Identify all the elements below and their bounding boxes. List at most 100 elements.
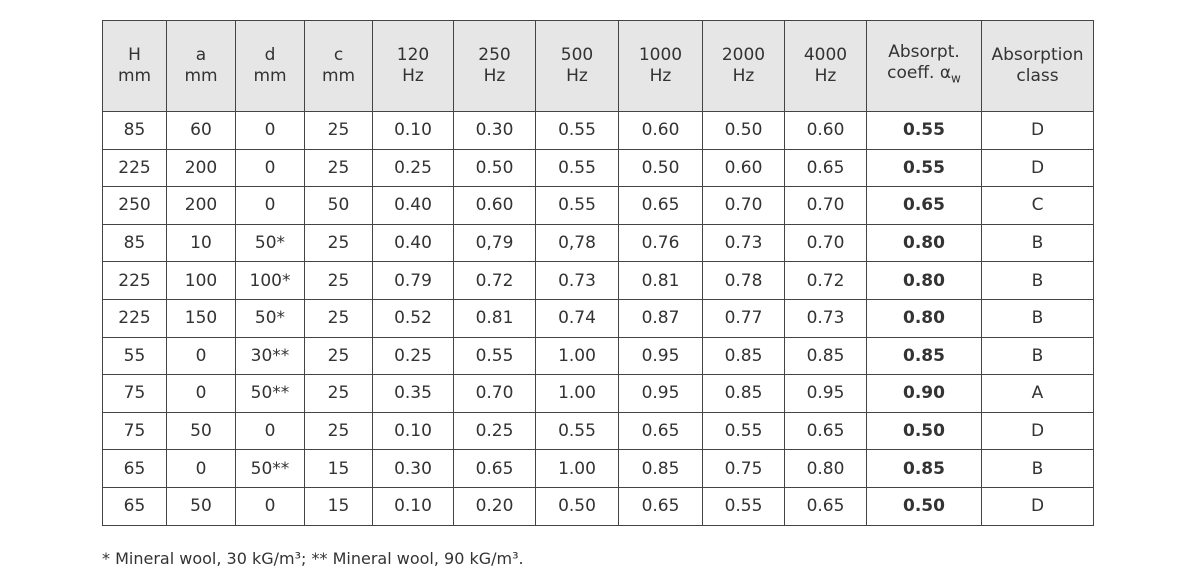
table-cell: 0.55: [535, 148, 619, 188]
table-cell: 225: [102, 298, 167, 338]
table-cell: 0.50: [866, 486, 982, 526]
table-cell: 25: [304, 374, 373, 413]
table-cell: 0: [235, 111, 305, 150]
table-cell: 25: [304, 411, 373, 451]
header-cell: 1000 Hz: [618, 20, 703, 112]
table-cell: 0.72: [453, 261, 536, 300]
table-row: 225 100 100* 25 0.79 0.72 0.73 0.81 0.78 0.72 0.80…: [102, 261, 1094, 300]
header-top: d: [264, 45, 276, 65]
table-cell: B: [981, 336, 1094, 376]
table-cell: 1.00: [535, 336, 619, 376]
table-cell: 0.77: [702, 298, 785, 338]
table-cell: B: [981, 298, 1094, 338]
table-cell: 0.70: [784, 186, 867, 225]
table-cell: 0.85: [784, 336, 867, 376]
table-cell: 0.50: [535, 486, 619, 526]
table-cell: B: [981, 449, 1094, 488]
table-cell: 25: [304, 223, 373, 263]
table-cell: 0.35: [372, 374, 454, 413]
table-cell: C: [981, 186, 1094, 225]
table-cell: 0.60: [784, 111, 867, 150]
table-row: 250 200 0 50 0.40 0.60 0.55 0.65 0.70 0.70 0.65 C: [102, 186, 1094, 225]
table-cell: 0: [166, 374, 236, 413]
table-cell: 50: [304, 186, 373, 225]
header-top: Absorption: [991, 45, 1084, 65]
table-cell: 65: [102, 449, 167, 488]
header-top: 1000: [638, 45, 683, 65]
header-top: 2000: [721, 45, 766, 65]
table-cell: 50*: [235, 298, 305, 338]
table-cell: D: [981, 111, 1094, 150]
table-cell: 0.85: [866, 336, 982, 376]
header-cell: 4000 Hz: [784, 20, 867, 112]
table-cell: 0.70: [784, 223, 867, 263]
table-cell: 25: [304, 111, 373, 150]
table-cell: 0.30: [453, 111, 536, 150]
table-cell: D: [981, 148, 1094, 188]
table-cell: 0.79: [372, 261, 454, 300]
table-cell: 0.52: [372, 298, 454, 338]
table-cell: 75: [102, 411, 167, 451]
header-bottom: coeff. α: [887, 63, 952, 84]
header-bottom: Hz: [814, 66, 837, 86]
header-cell: a mm: [166, 20, 236, 112]
table-cell: 85: [102, 223, 167, 263]
header-top: c: [333, 45, 344, 65]
table-cell: 30**: [235, 336, 305, 376]
table-cell: 0.25: [372, 336, 454, 376]
table-cell: 0.65: [618, 186, 703, 225]
table-cell: 10: [166, 223, 236, 263]
header-bottom: class: [1016, 66, 1059, 86]
table-cell: 0.25: [372, 148, 454, 188]
table-cell: 0.60: [702, 148, 785, 188]
table-cell: 0.65: [453, 449, 536, 488]
table-cell: 0.76: [618, 223, 703, 263]
table-cell: 0.73: [535, 261, 619, 300]
header-top: H: [128, 45, 141, 65]
table-cell: 0.40: [372, 223, 454, 263]
header-bottom: Hz: [483, 66, 506, 86]
header-bottom: mm: [117, 66, 152, 86]
table-cell: D: [981, 411, 1094, 451]
table-cell: 0,79: [453, 223, 536, 263]
table-cell: 50**: [235, 374, 305, 413]
table-cell: 0.80: [866, 261, 982, 300]
table-cell: 0.65: [784, 148, 867, 188]
table-cell: 0.85: [866, 449, 982, 488]
header-bottom: mm: [253, 66, 287, 86]
table-cell: 0.75: [702, 449, 785, 488]
header-bottom: Hz: [649, 66, 672, 86]
table-row: 225 150 50* 25 0.52 0.81 0.74 0.87 0.77 0.73 0.80 B: [102, 298, 1094, 338]
table-cell: 0.80: [866, 298, 982, 338]
table-cell: 100: [166, 261, 236, 300]
header-top: a: [195, 45, 207, 65]
table-cell: 0: [166, 336, 236, 376]
table-cell: 25: [304, 298, 373, 338]
table-cell: 0.80: [784, 449, 867, 488]
table-cell: 225: [102, 148, 167, 188]
table-cell: 0.10: [372, 411, 454, 451]
header-cell: Absorpt. coeff. αw: [866, 20, 982, 112]
table-cell: 200: [166, 186, 236, 225]
table-cell: 0.55: [702, 411, 785, 451]
table-cell: 150: [166, 298, 236, 338]
table-cell: 0.65: [784, 411, 867, 451]
table-cell: 85: [102, 111, 167, 150]
header-bottom: mm: [321, 66, 356, 86]
table-row: 55 0 30** 25 0.25 0.55 1.00 0.95 0.85 0.85 0.85 B: [102, 336, 1094, 376]
table-cell: 0.60: [453, 186, 536, 225]
table-cell: 0.73: [702, 223, 785, 263]
header-cell: 120 Hz: [372, 20, 454, 112]
table-cell: 0.80: [866, 223, 982, 263]
table-cell: 0.55: [535, 111, 619, 150]
table-row: 65 0 50** 15 0.30 0.65 1.00 0.85 0.75 0.80 0.85 B: [102, 449, 1094, 488]
table-cell: 200: [166, 148, 236, 188]
header-cell: 500 Hz: [535, 20, 619, 112]
table-row: 225 200 0 25 0.25 0.50 0.55 0.50 0.60 0.65 0.55 D: [102, 148, 1094, 188]
table-cell: 0.50: [866, 411, 982, 451]
table-cell: 0.10: [372, 486, 454, 526]
table-cell: 0.20: [453, 486, 536, 526]
footnote: * Mineral wool, 30 kG/m³; ** Mineral woo…: [102, 549, 524, 568]
table-cell: 0.85: [702, 374, 785, 413]
